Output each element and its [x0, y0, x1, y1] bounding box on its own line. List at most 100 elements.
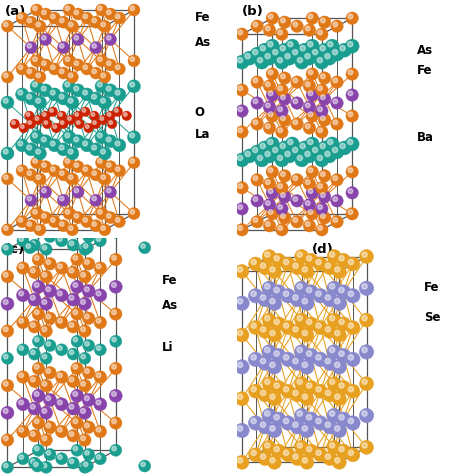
- Circle shape: [293, 22, 298, 27]
- Circle shape: [302, 458, 308, 463]
- Circle shape: [81, 381, 85, 386]
- Circle shape: [340, 46, 345, 51]
- Circle shape: [17, 235, 29, 247]
- Circle shape: [362, 411, 367, 416]
- Circle shape: [339, 415, 344, 420]
- Circle shape: [305, 82, 310, 87]
- Circle shape: [72, 186, 84, 198]
- Circle shape: [236, 202, 248, 215]
- Circle shape: [46, 342, 51, 346]
- Circle shape: [291, 388, 304, 402]
- Circle shape: [260, 358, 266, 364]
- Circle shape: [331, 118, 343, 130]
- Circle shape: [90, 111, 99, 121]
- Circle shape: [262, 440, 276, 455]
- Circle shape: [69, 268, 74, 273]
- Circle shape: [251, 118, 264, 130]
- Circle shape: [276, 126, 288, 138]
- Circle shape: [48, 88, 61, 101]
- Circle shape: [331, 20, 343, 32]
- Text: (a): (a): [5, 5, 26, 18]
- Circle shape: [267, 360, 282, 374]
- Circle shape: [36, 73, 40, 78]
- Circle shape: [97, 133, 102, 138]
- Circle shape: [258, 419, 272, 434]
- Circle shape: [308, 112, 313, 117]
- Circle shape: [306, 187, 319, 199]
- Circle shape: [32, 335, 45, 347]
- Circle shape: [82, 448, 95, 460]
- Circle shape: [316, 323, 321, 328]
- Circle shape: [235, 423, 249, 437]
- Circle shape: [308, 168, 313, 172]
- Circle shape: [237, 57, 243, 63]
- Circle shape: [281, 172, 285, 177]
- Circle shape: [82, 90, 88, 95]
- Circle shape: [272, 444, 286, 458]
- Circle shape: [57, 169, 69, 181]
- Circle shape: [96, 428, 101, 432]
- Circle shape: [278, 128, 283, 133]
- Circle shape: [63, 208, 75, 219]
- Circle shape: [339, 446, 344, 452]
- Circle shape: [82, 421, 95, 434]
- Circle shape: [3, 354, 8, 359]
- Circle shape: [98, 159, 102, 163]
- Circle shape: [306, 287, 312, 293]
- Circle shape: [28, 429, 41, 442]
- Circle shape: [98, 209, 102, 214]
- Circle shape: [263, 199, 276, 211]
- Circle shape: [59, 18, 64, 23]
- Circle shape: [99, 115, 108, 124]
- Circle shape: [235, 456, 249, 469]
- Circle shape: [300, 423, 314, 437]
- Circle shape: [265, 152, 270, 157]
- Circle shape: [82, 242, 93, 254]
- Circle shape: [237, 362, 243, 368]
- Circle shape: [316, 291, 321, 296]
- Circle shape: [66, 147, 79, 160]
- Circle shape: [34, 283, 39, 287]
- Circle shape: [101, 175, 105, 180]
- Circle shape: [72, 161, 84, 173]
- Circle shape: [25, 194, 37, 206]
- Circle shape: [262, 345, 276, 359]
- Circle shape: [81, 63, 93, 75]
- Circle shape: [27, 171, 32, 175]
- Circle shape: [323, 419, 337, 434]
- Circle shape: [235, 360, 249, 374]
- Circle shape: [20, 125, 24, 128]
- Circle shape: [73, 337, 78, 342]
- Circle shape: [57, 291, 62, 296]
- Circle shape: [69, 323, 74, 327]
- Circle shape: [90, 194, 102, 206]
- Circle shape: [251, 291, 256, 296]
- Circle shape: [107, 113, 111, 116]
- Circle shape: [46, 314, 51, 319]
- Circle shape: [270, 267, 275, 272]
- Circle shape: [67, 402, 80, 415]
- Circle shape: [291, 216, 303, 228]
- Circle shape: [318, 226, 322, 230]
- Text: (d): (d): [312, 243, 334, 256]
- Circle shape: [272, 349, 286, 363]
- Circle shape: [3, 273, 8, 277]
- Circle shape: [96, 4, 108, 16]
- Circle shape: [98, 57, 102, 61]
- Circle shape: [359, 281, 374, 295]
- Circle shape: [268, 139, 273, 145]
- Circle shape: [48, 139, 61, 152]
- Circle shape: [31, 55, 43, 67]
- Circle shape: [31, 157, 43, 169]
- Circle shape: [291, 324, 304, 338]
- Circle shape: [1, 224, 13, 236]
- Circle shape: [268, 112, 273, 117]
- Circle shape: [325, 390, 330, 396]
- Circle shape: [270, 145, 284, 159]
- Circle shape: [74, 163, 79, 167]
- Circle shape: [319, 211, 331, 224]
- Circle shape: [63, 131, 75, 144]
- Circle shape: [33, 57, 37, 61]
- Circle shape: [346, 187, 358, 199]
- Circle shape: [83, 244, 88, 248]
